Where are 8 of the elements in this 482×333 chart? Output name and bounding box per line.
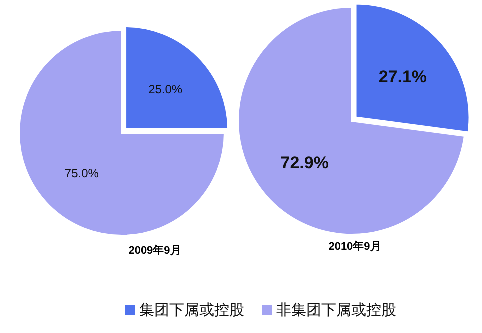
text: 2009年9月 — [128, 244, 182, 257]
data-label: 25.0% — [148, 82, 183, 97]
text: 2010年9月 — [328, 240, 382, 253]
legend-label: 非集团下属或控股 — [276, 302, 396, 319]
legend-label: 集团下属或控股 — [140, 302, 244, 319]
data-label: 27.1% — [378, 67, 428, 86]
data-label: 75.0% — [64, 166, 100, 180]
data-label: 72.9% — [280, 153, 329, 172]
